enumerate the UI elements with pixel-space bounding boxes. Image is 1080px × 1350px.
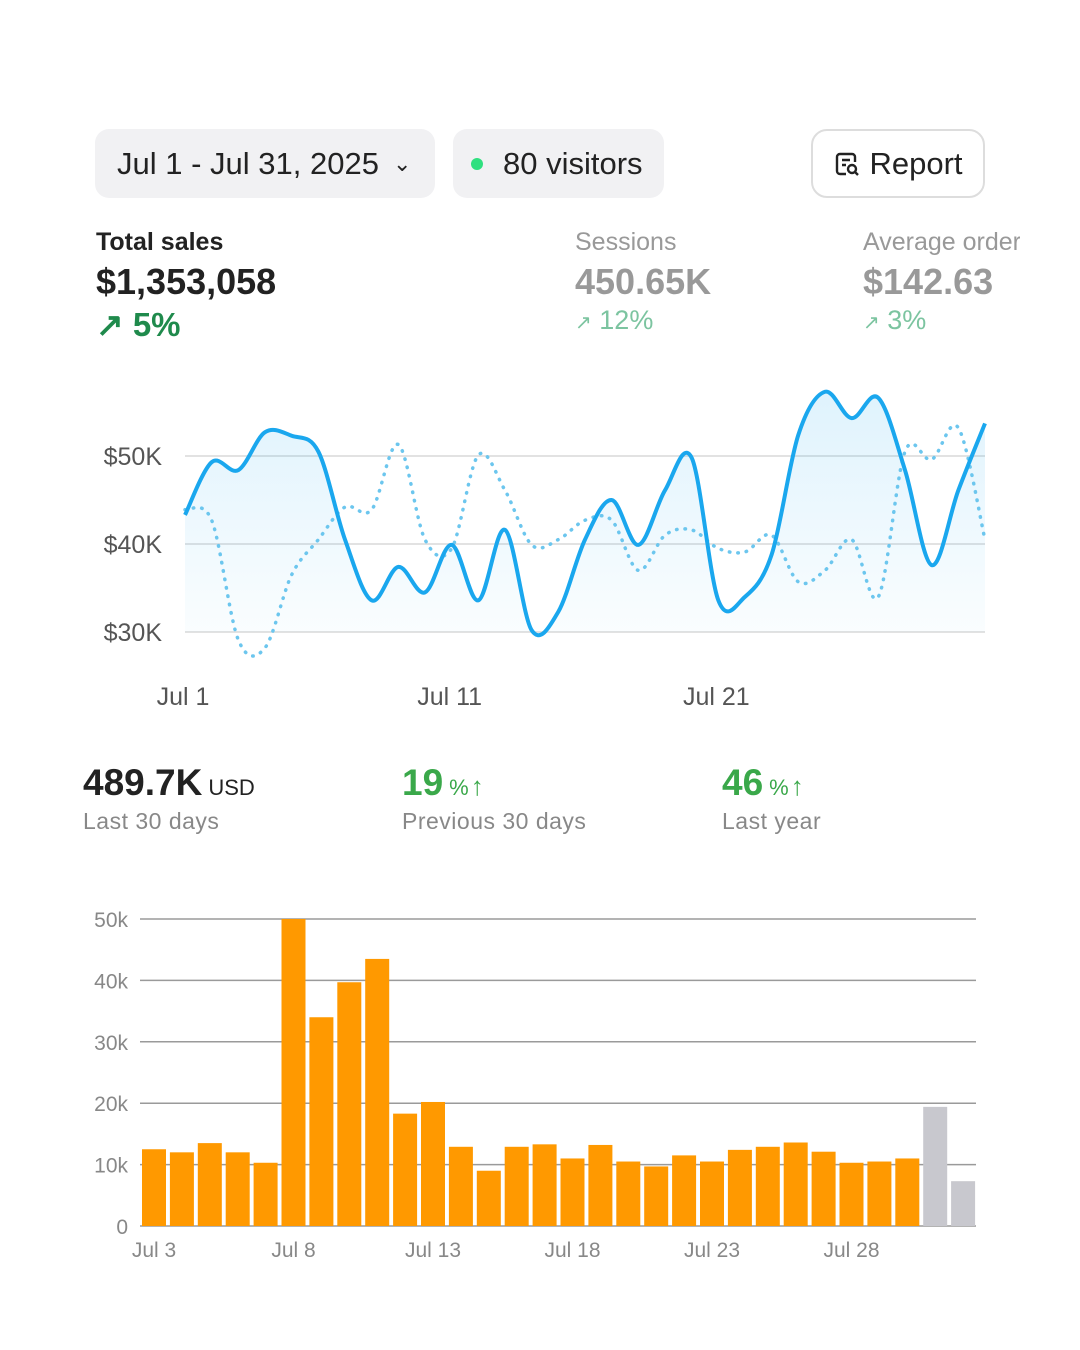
metric-total-sales[interactable]: Total sales $1,353,058 ↗ 5% [96, 228, 276, 344]
bar [560, 1158, 585, 1226]
daily-bar-chart: 0 10k 20k 30k 40k 50k Jul 3 Jul 8 Jul 13 Jul 18 Ju… [94, 909, 976, 1262]
x-tick-label: Jul 28 [823, 1239, 879, 1262]
bar [895, 1158, 920, 1226]
metric-label: Sessions [575, 228, 677, 256]
stat-value: 489.7K [83, 762, 203, 803]
metric-label: Total sales [96, 228, 224, 256]
bar [504, 1146, 529, 1226]
bar [281, 919, 306, 1226]
current-area [185, 391, 985, 636]
metric-label: Average order value [863, 228, 1020, 256]
stat-label: Last 30 days [83, 808, 220, 834]
stat-last-year: 46 %↑ Last year [722, 762, 821, 835]
bar [532, 1144, 557, 1226]
x-tick-label: Jul 18 [544, 1239, 600, 1262]
bar [616, 1161, 641, 1226]
previous-period-line [183, 423, 987, 658]
bar [951, 1181, 976, 1226]
bar [867, 1161, 892, 1226]
date-range-picker[interactable]: Jul 1 - Jul 31, 2025 ⌄ [95, 129, 435, 198]
bar [644, 1166, 669, 1226]
stat-previous-30-days: 19 %↑ Previous 30 days [402, 762, 586, 835]
bar [811, 1151, 836, 1226]
bar [448, 1146, 473, 1226]
y-tick-label: $50K [104, 443, 163, 471]
y-tick-label: $40K [104, 531, 163, 559]
bar [393, 1113, 418, 1226]
arrow-up-right-icon: ↗ [575, 312, 592, 334]
x-tick-label: Jul 11 [417, 683, 482, 711]
sales-line-chart: $30K $40K $50K Jul 1 Jul 11 Jul 21 [104, 389, 987, 711]
y-tick-label: $30K [104, 619, 163, 647]
x-tick-label: Jul 13 [405, 1239, 461, 1262]
metric-value: $1,353,058 [96, 261, 277, 302]
bar [672, 1155, 697, 1226]
metric-change: 5% [132, 306, 181, 343]
bar [169, 1152, 194, 1226]
metric-value: 450.65K [575, 261, 712, 302]
bar [309, 1017, 334, 1226]
arrow-up-right-icon: ↗ [863, 312, 880, 334]
y-tick-label: 40k [94, 970, 128, 993]
stat-label: Previous 30 days [402, 808, 587, 834]
metric-change: 3% [887, 305, 927, 335]
x-tick-label: Jul 1 [157, 683, 210, 711]
arrow-up-right-icon: ↗ [96, 306, 124, 343]
arrow-up-icon: ↑ [470, 771, 484, 801]
live-dot-icon [471, 157, 483, 170]
stat-unit: USD [208, 775, 255, 800]
bar [476, 1170, 501, 1226]
arrow-up-icon: ↑ [790, 771, 804, 801]
metric-sessions[interactable]: Sessions 450.65K ↗ 12% [575, 228, 711, 336]
visitors-label: 80 visitors [503, 145, 643, 181]
metric-value: $142.63 [863, 261, 994, 302]
stat-last-30-days: 489.7K USD Last 30 days [83, 762, 255, 835]
y-tick-label: 0 [116, 1216, 128, 1239]
report-label: Report [869, 145, 963, 181]
bar [923, 1106, 948, 1226]
x-tick-label: Jul 8 [271, 1239, 315, 1262]
stat-unit: % [449, 775, 469, 800]
bar [839, 1162, 864, 1226]
report-icon [836, 152, 860, 176]
y-tick-label: 10k [94, 1155, 128, 1178]
stat-unit: % [769, 775, 789, 800]
bar [783, 1142, 808, 1226]
y-tick-label: 50k [94, 909, 128, 932]
live-visitors-badge[interactable]: 80 visitors [453, 129, 664, 198]
bar [421, 1101, 445, 1226]
bar [365, 958, 390, 1226]
bar [197, 1143, 222, 1226]
x-tick-label: Jul 21 [683, 683, 750, 711]
x-tick-label: Jul 23 [684, 1239, 740, 1262]
y-tick-label: 20k [94, 1093, 128, 1116]
date-range-label: Jul 1 - Jul 31, 2025 [117, 145, 379, 181]
bar [225, 1152, 250, 1226]
current-period-line [183, 389, 987, 638]
bar [700, 1161, 724, 1226]
stat-value: 46 [722, 762, 764, 803]
y-tick-label: 30k [94, 1032, 128, 1055]
metric-average-order[interactable]: Average order value $142.63 ↗ 3% [863, 228, 1020, 336]
bar [253, 1162, 278, 1226]
bar [755, 1146, 780, 1226]
report-button[interactable]: Report [811, 129, 985, 198]
bar [337, 982, 362, 1226]
stat-value: 19 [402, 762, 444, 803]
bar [588, 1144, 613, 1226]
x-tick-label: Jul 3 [132, 1239, 176, 1262]
bar [727, 1149, 752, 1226]
metric-change: 12% [599, 305, 654, 335]
bar [142, 1149, 166, 1226]
chevron-down-icon: ⌄ [392, 150, 412, 176]
stat-label: Last year [722, 808, 822, 834]
